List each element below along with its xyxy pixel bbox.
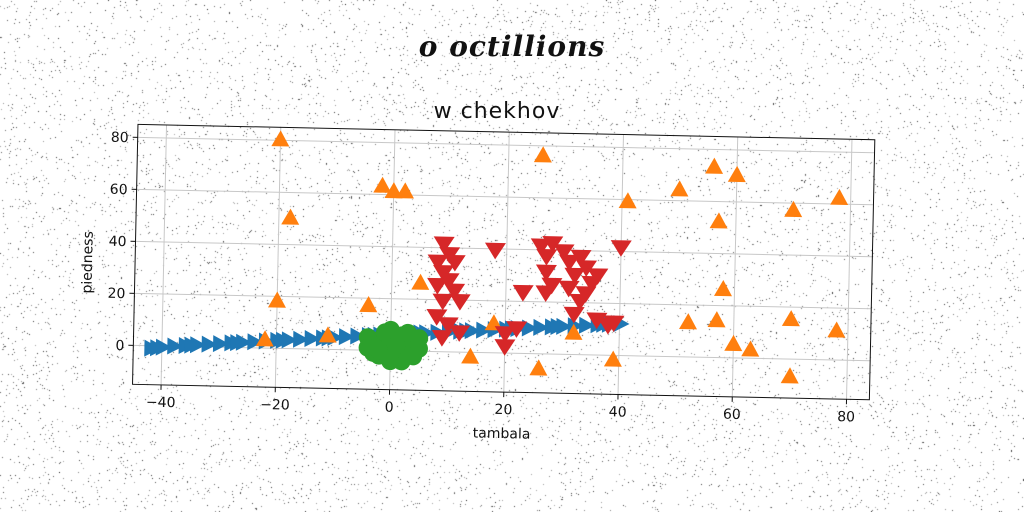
- y-tick-label: 80: [111, 130, 129, 146]
- x-tick-label: 0: [385, 400, 394, 416]
- data-point-triangle-up: [708, 311, 726, 327]
- y-tick-label: 40: [109, 234, 127, 250]
- data-point-triangle-up: [781, 367, 799, 383]
- data-point-triangle-up: [830, 189, 848, 205]
- data-point-triangle-down: [512, 285, 533, 302]
- x-tick-label: 80: [837, 409, 855, 425]
- y-axis-label: piedness: [79, 231, 96, 294]
- data-point-triangle-up: [268, 291, 286, 307]
- data-point-triangle-up: [679, 313, 697, 329]
- data-point-triangle-up: [529, 359, 547, 375]
- x-tick-label: 20: [494, 402, 512, 418]
- data-point-triangle-up: [534, 146, 552, 162]
- data-point-triangle-up: [670, 180, 688, 196]
- x-tick-label: 60: [723, 407, 741, 423]
- data-point-triangle-up: [271, 130, 289, 146]
- data-point-triangle-down: [432, 294, 453, 311]
- y-gridline: [137, 189, 874, 204]
- data-point-triangle-up: [461, 347, 479, 363]
- data-marks: [144, 128, 850, 385]
- data-point-triangle-down: [449, 294, 470, 311]
- data-point-triangle-down: [485, 243, 506, 260]
- grid: [133, 124, 875, 399]
- data-point-triangle-up: [411, 274, 429, 290]
- data-point-triangle-down: [535, 285, 556, 302]
- x-axis-label: tambala: [473, 425, 531, 442]
- chart-title: w chekhov: [434, 99, 561, 124]
- data-point-triangle-up: [827, 321, 845, 337]
- axis-ticks: −40 −20 0 20 40 60 80 0 20 40 60 80: [105, 130, 861, 426]
- data-point-triangle-up: [728, 166, 746, 182]
- data-point-triangle-up: [714, 280, 732, 296]
- data-point-triangle-up: [604, 350, 622, 366]
- y-tick-label: 60: [110, 182, 128, 198]
- data-point-triangle-up: [710, 212, 728, 228]
- x-tick-label: −40: [146, 395, 176, 412]
- x-tick-label: 40: [609, 404, 627, 420]
- y-gridline: [134, 293, 871, 308]
- data-point-triangle-down: [610, 240, 631, 257]
- data-point-triangle-down: [536, 249, 557, 266]
- data-point-triangle-up: [705, 157, 723, 173]
- data-point-triangle-up: [741, 340, 759, 356]
- y-gridline: [138, 137, 875, 152]
- data-point-triangle-up: [281, 208, 299, 224]
- data-point-triangle-up: [782, 310, 800, 326]
- x-tick-label: −20: [260, 397, 290, 414]
- data-point-triangle-up: [396, 182, 414, 198]
- data-point-triangle-up: [724, 335, 742, 351]
- plot-area: −40 −20 0 20 40 60 80 0 20 40 60 80 tambala piednes…: [76, 123, 874, 450]
- y-tick-label: 0: [115, 338, 124, 354]
- y-tick-label: 20: [107, 286, 125, 302]
- data-point-triangle-down: [427, 278, 448, 295]
- data-point-triangle-up: [373, 177, 391, 193]
